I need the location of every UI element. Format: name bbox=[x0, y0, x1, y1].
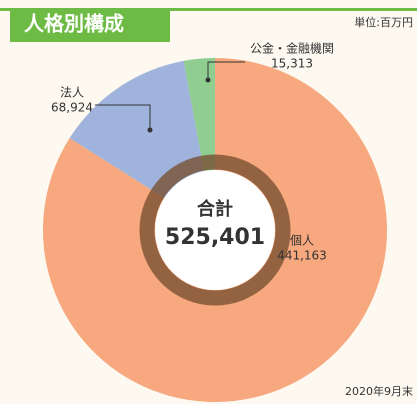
unit: 単位:百万円 bbox=[354, 15, 413, 29]
title-box bbox=[10, 8, 170, 42]
slice-label: 個人 bbox=[290, 234, 314, 248]
total-label: 525,401 bbox=[165, 225, 265, 250]
inner-ring bbox=[139, 154, 291, 306]
slice-label: 法人 bbox=[60, 86, 84, 100]
date: 2020年9月末 bbox=[345, 384, 413, 398]
leader-dot bbox=[147, 127, 153, 133]
leader-line bbox=[95, 104, 151, 130]
top-rule bbox=[0, 8, 417, 11]
leader-line bbox=[207, 61, 245, 80]
center-label: 合計 bbox=[197, 198, 233, 220]
slice-value: 15,313 bbox=[271, 57, 313, 71]
slice-value: 441,163 bbox=[277, 249, 327, 263]
slice-label: 公金・金融機関 bbox=[250, 41, 334, 56]
center bbox=[155, 170, 275, 290]
chart-title: 人格別構成 bbox=[24, 12, 124, 36]
slice-value: 68,924 bbox=[51, 101, 93, 115]
leader-dot bbox=[205, 77, 211, 83]
